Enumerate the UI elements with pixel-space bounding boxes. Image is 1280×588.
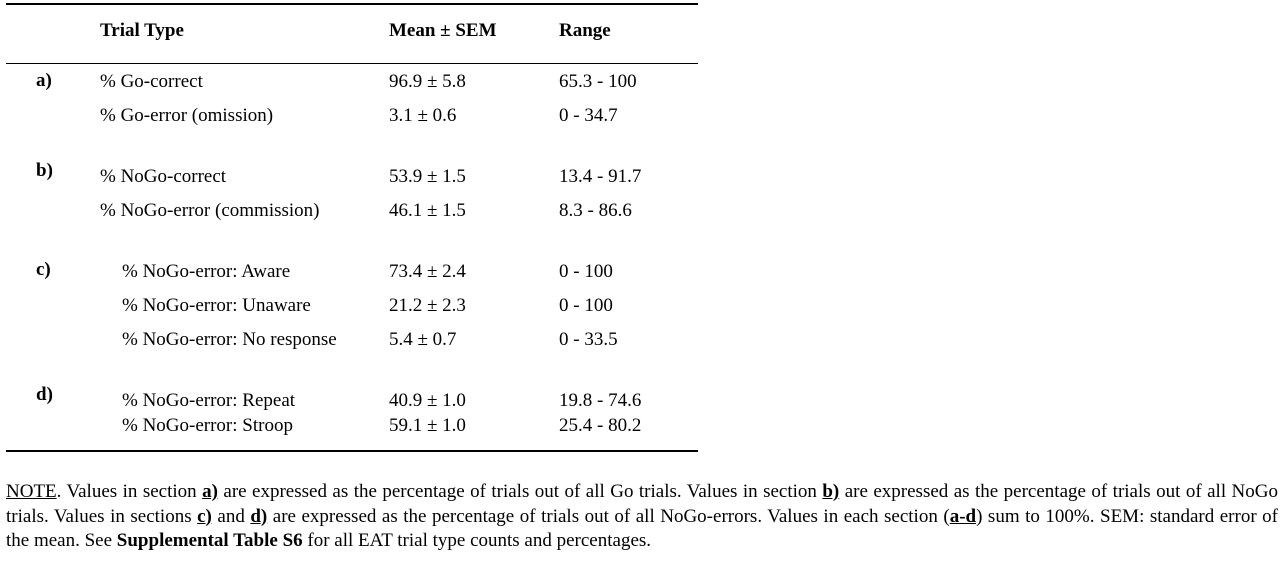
table-row-label: % NoGo-error: Repeat	[122, 390, 296, 411]
table-row-range: 65.3 - 100	[559, 71, 637, 92]
table-row-label: % Go-error (omission)	[100, 105, 274, 126]
table-row-label: % NoGo-error: Aware	[122, 261, 291, 282]
table-row-mean: 73.4 ± 2.4	[389, 261, 466, 282]
table-row-range: 25.4 - 80.2	[559, 415, 642, 436]
table-row-mean: 5.4 ± 0.7	[389, 329, 457, 350]
table-row-mean: 46.1 ± 1.5	[389, 200, 466, 221]
table-note: NOTE. Values in section a) are expressed…	[6, 480, 1278, 554]
header-mean-sem: Mean ± SEM	[389, 20, 497, 41]
header-trial-type: Trial Type	[100, 20, 184, 41]
table-row-range: 0 - 100	[559, 261, 613, 282]
table-row-mean: 40.9 ± 1.0	[389, 390, 466, 411]
header-range: Range	[559, 20, 611, 41]
table-row-mean: 21.2 ± 2.3	[389, 295, 466, 316]
table-row-range: 13.4 - 91.7	[559, 166, 642, 187]
table-row-mean: 59.1 ± 1.0	[389, 415, 466, 436]
table-row-mean: 3.1 ± 0.6	[389, 105, 457, 126]
note-text: and	[211, 505, 251, 527]
table-row-label: % NoGo-error: Unaware	[122, 295, 311, 316]
note-supplemental-ref: Supplemental Table S6	[116, 530, 303, 551]
table-header-rule	[6, 63, 698, 64]
note-section-d: d)	[250, 505, 268, 527]
table-row-label: % NoGo-error: No response	[122, 329, 337, 350]
table-row-label: % NoGo-correct	[100, 166, 227, 187]
note-section-range: a-d	[949, 505, 977, 527]
table-row-mean: 96.9 ± 5.8	[389, 71, 466, 92]
note-text: ) sum to 100%. SEM: standard error of th…	[6, 505, 1279, 552]
table-row-range: 0 - 34.7	[559, 105, 618, 126]
note-text: are expressed as the percentage of trial…	[267, 505, 950, 527]
table-row-range: 0 - 33.5	[559, 329, 618, 350]
note-text: are expressed as the percentage of trial…	[217, 481, 823, 502]
table-row-range: 8.3 - 86.6	[559, 200, 632, 221]
table-row-range: 19.8 - 74.6	[559, 390, 642, 411]
table-row-label: % NoGo-error: Stroop	[122, 415, 293, 436]
note-text: . Values in section	[56, 481, 203, 502]
table-row-range: 0 - 100	[559, 295, 613, 316]
note-lead: NOTE	[6, 481, 57, 502]
note-text: for all EAT trial type counts and percen…	[302, 530, 652, 551]
section-label-a: a)	[36, 70, 52, 91]
table-row-mean: 53.9 ± 1.5	[389, 166, 466, 187]
section-label-b: b)	[36, 160, 53, 181]
table-row-label: % NoGo-error (commission)	[100, 200, 320, 221]
section-label-c: c)	[36, 259, 51, 280]
section-label-d: d)	[36, 384, 53, 405]
table-top-rule	[6, 3, 698, 5]
note-section-b: b)	[822, 481, 840, 502]
note-section-c: c)	[197, 505, 212, 527]
note-text: are expressed as the percentage of trial…	[6, 481, 1278, 527]
table-row-label: % Go-correct	[100, 71, 203, 92]
table-bottom-rule	[6, 450, 698, 452]
note-section-a: a)	[202, 481, 218, 502]
